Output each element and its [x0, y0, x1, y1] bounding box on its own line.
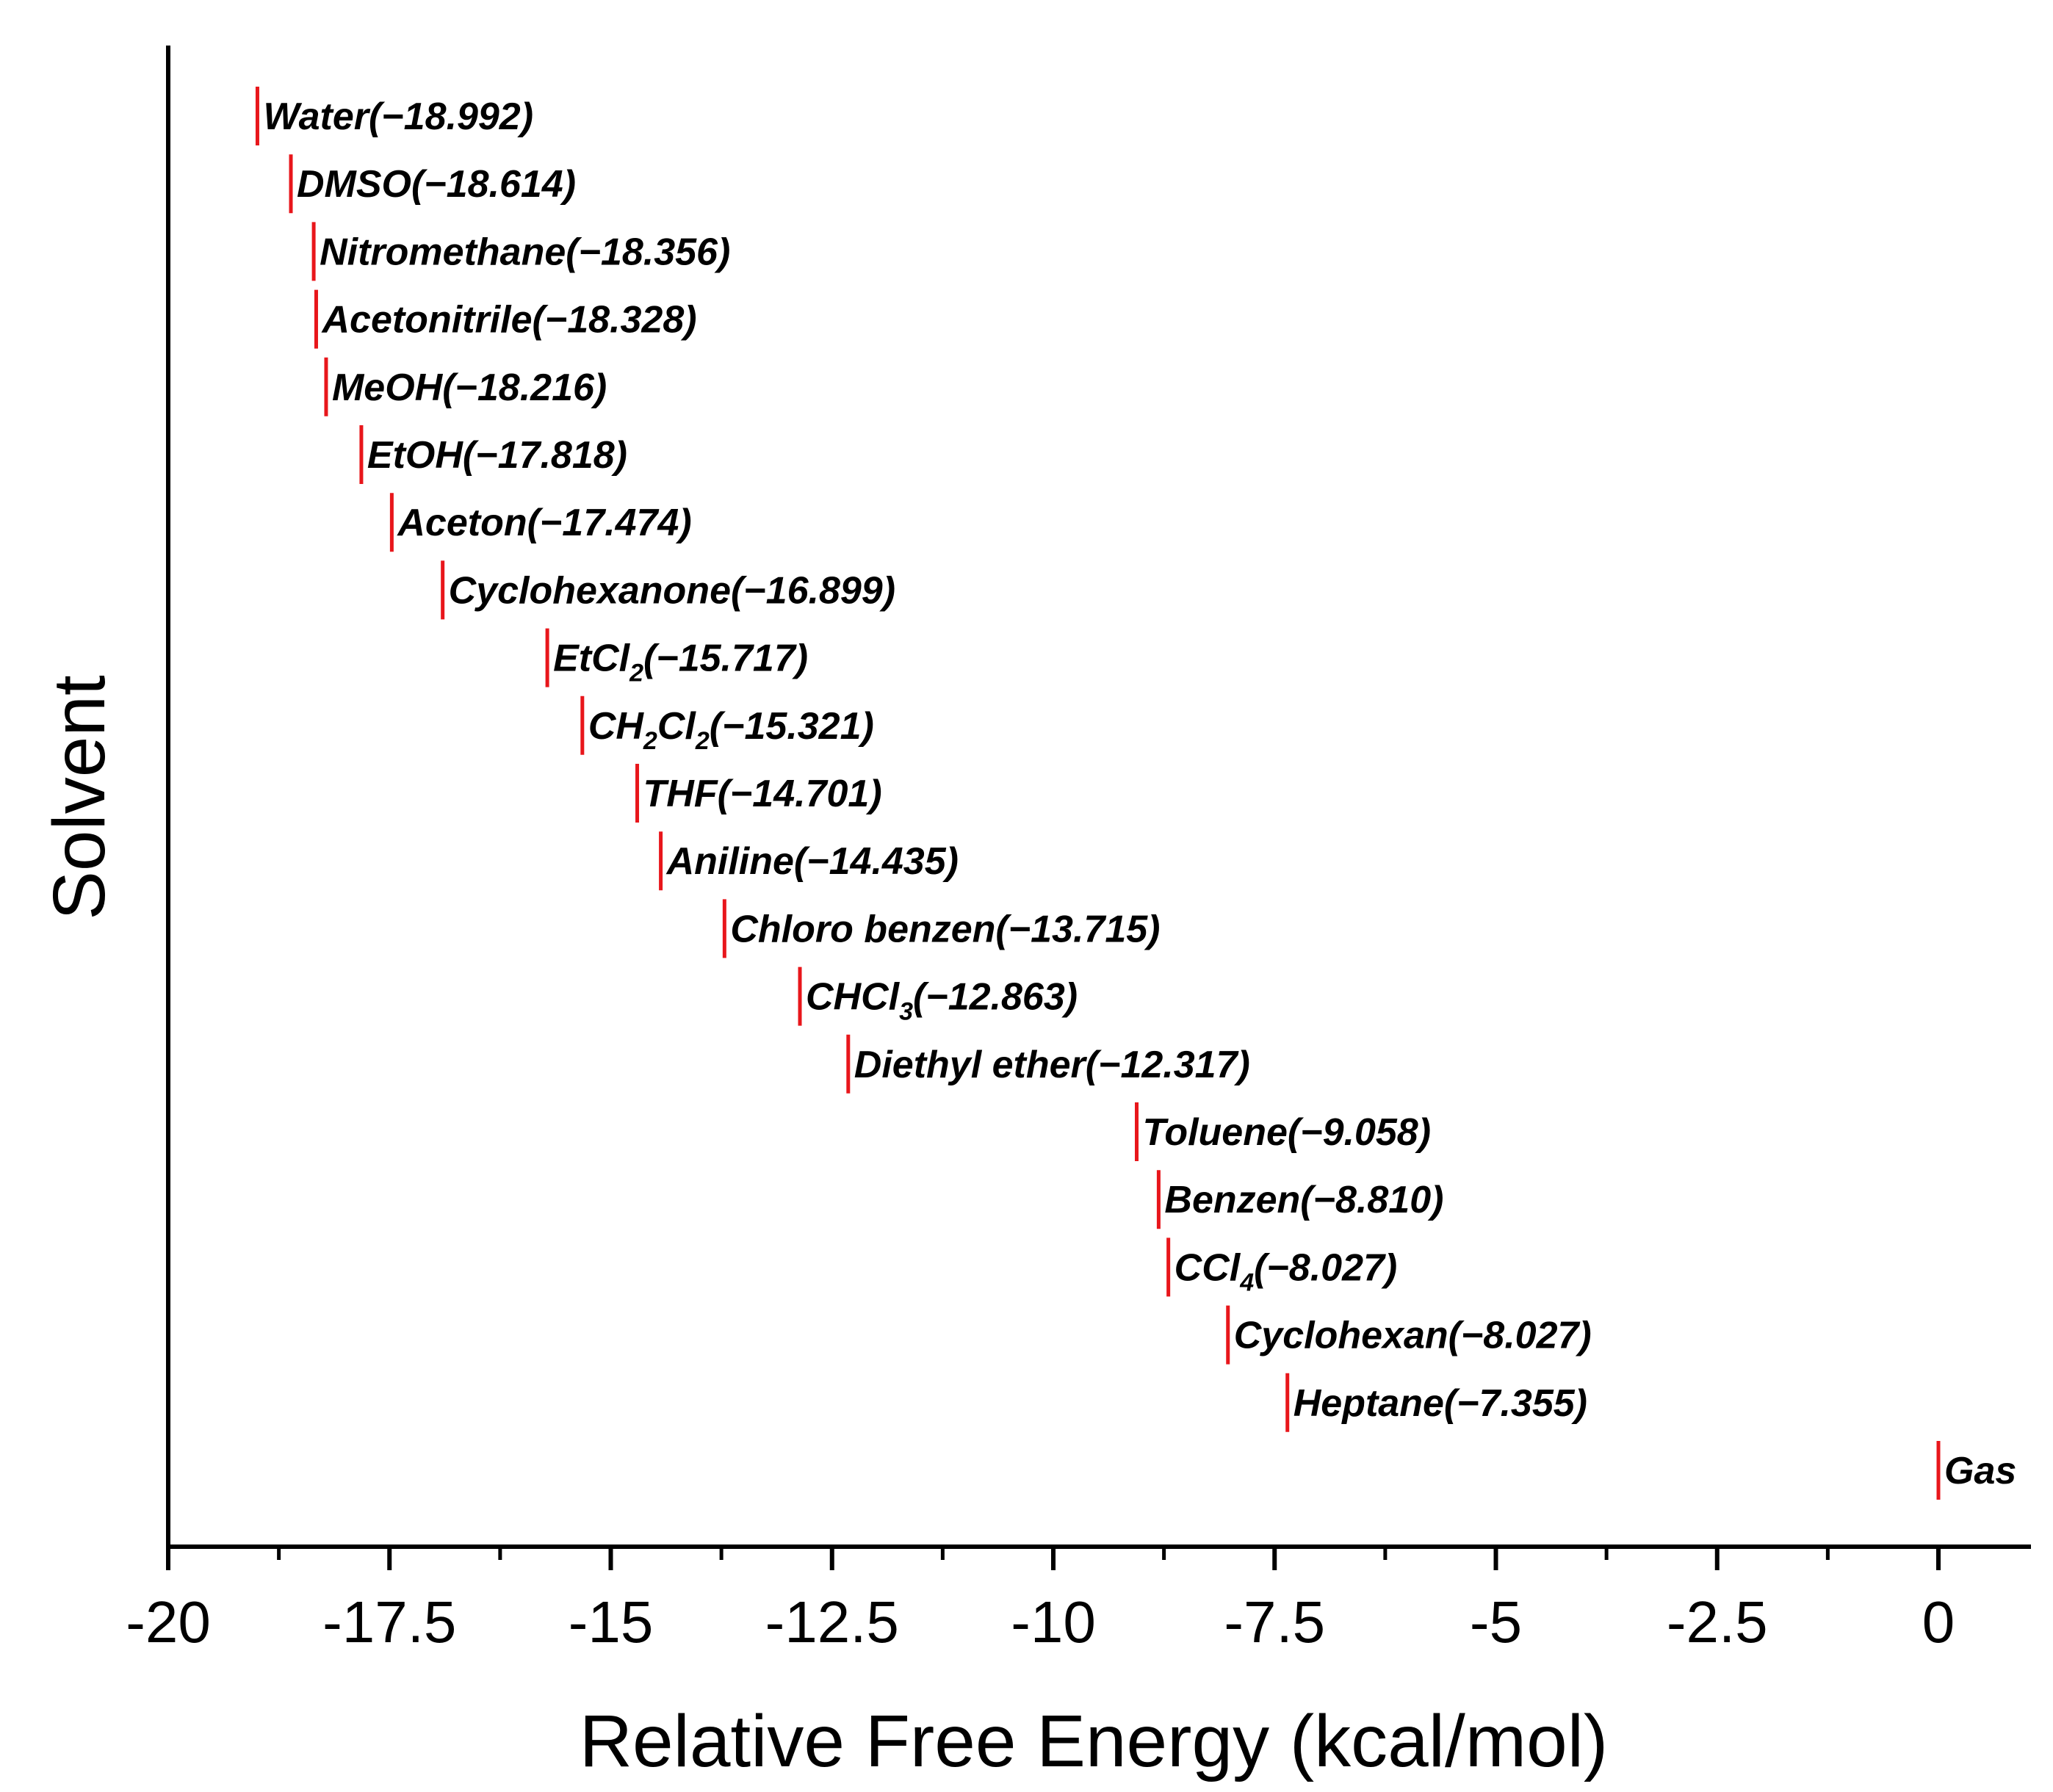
data-point-label: Gas	[1944, 1450, 2016, 1492]
data-marks: Water(−18.992) DMSO(−18.614) Nitromethane(…	[255, 87, 2016, 1500]
data-point-label: Benzen(−8.810)	[1164, 1179, 1443, 1221]
data-point-label: CH2​Cl2​(−15.321)	[588, 705, 874, 755]
data-point-label: Nitromethane(−18.356)	[320, 231, 730, 273]
data-point-label: Heptane(−7.355)	[1294, 1382, 1587, 1425]
x-axis-title: Relative Free Energy (kcal/mol)	[580, 1700, 1608, 1782]
x-tick-label: 0	[1922, 1589, 1955, 1655]
data-point-label: CHCl3​(−12.863)	[806, 976, 1078, 1026]
x-tick-label: -7.5	[1224, 1589, 1325, 1655]
axes: -20 -17.5 -15 -12.5 -10 -7.5 -5 -2.5 0	[126, 46, 2031, 1655]
x-tick-label: -10	[1011, 1589, 1096, 1655]
data-point-label: Chloro benzen(−13.715)	[730, 908, 1160, 950]
x-tick-label: -5	[1470, 1589, 1522, 1655]
x-tick-label: -17.5	[322, 1589, 456, 1655]
data-point-label: THF(−14.701)	[643, 773, 882, 815]
x-tick-label: -15	[569, 1589, 654, 1655]
x-ticks	[166, 1547, 1941, 1570]
data-point-label: DMSO(−18.614)	[297, 163, 576, 206]
data-point-label: EtOH(−17.818)	[367, 434, 627, 477]
data-point-label: Diethyl ether(−12.317)	[854, 1044, 1250, 1086]
data-point-label: Cyclohexanone(−16.899)	[449, 569, 895, 612]
data-point-label: Aniline(−14.435)	[665, 840, 959, 883]
data-point-label: EtCl2​(−15.717)	[553, 637, 808, 687]
data-point-label: Water(−18.992)	[263, 95, 533, 138]
data-point-label: CCl4​(−8.027)	[1175, 1246, 1398, 1296]
x-tick-label: -2.5	[1667, 1589, 1768, 1655]
data-point-label: Acetonitrile(−18.328)	[320, 299, 696, 342]
x-tick-label: -20	[126, 1589, 211, 1655]
data-point-label: Aceton(−17.474)	[396, 502, 691, 544]
x-tick-label: -12.5	[765, 1589, 899, 1655]
data-point-label: Cyclohexan(−8.027)	[1234, 1315, 1592, 1357]
data-point-label: MeOH(−18.216)	[332, 366, 607, 409]
x-tick-labels: -20 -17.5 -15 -12.5 -10 -7.5 -5 -2.5 0	[126, 1589, 1955, 1655]
y-axis-title: Solvent	[38, 675, 120, 920]
data-point-label: Toluene(−9.058)	[1143, 1111, 1432, 1154]
